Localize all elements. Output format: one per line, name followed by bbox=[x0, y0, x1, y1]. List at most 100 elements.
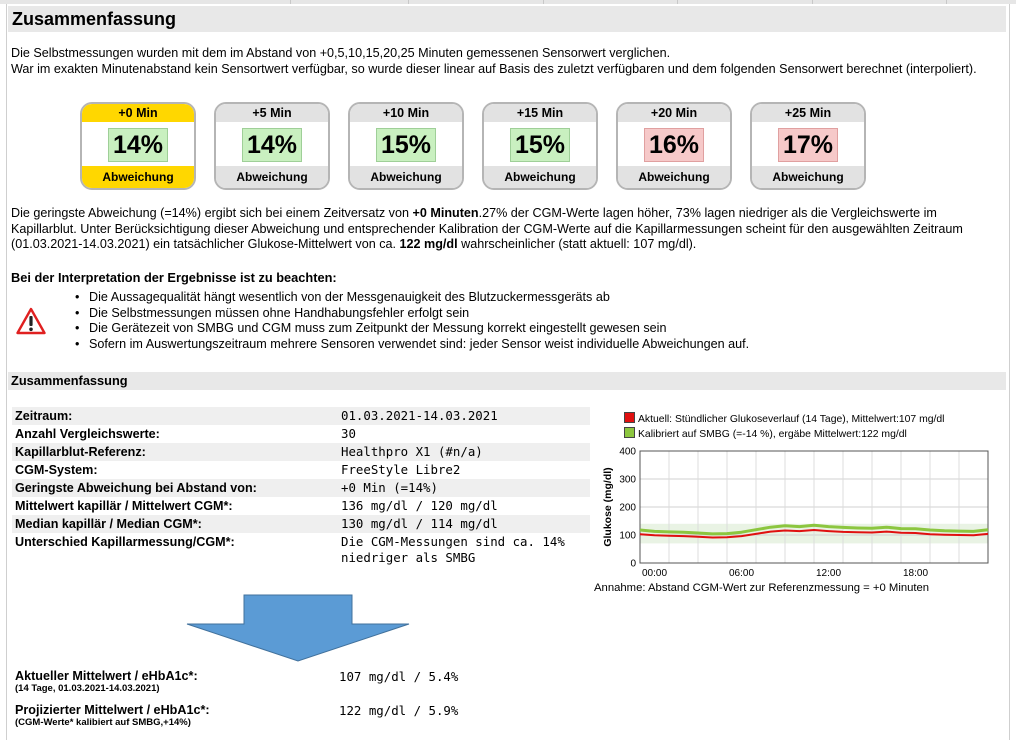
down-arrow-icon bbox=[186, 594, 410, 662]
legend-item-actual: Aktuell: Stündlicher Glukoseverlauf (14 … bbox=[624, 412, 944, 427]
top-tab-strip bbox=[0, 0, 1016, 4]
row-key: CGM-System: bbox=[15, 463, 98, 477]
offset-card[interactable]: +25 Min 17% Abweichung bbox=[750, 102, 866, 190]
list-item: Sofern im Auswertungszeitraum mehrere Se… bbox=[75, 337, 749, 353]
offset-card[interactable]: +20 Min 16% Abweichung bbox=[616, 102, 732, 190]
interpretation-list: Die Aussagequalität hängt wesentlich von… bbox=[75, 290, 749, 352]
row-value: 130 mg/dl / 114 mg/dl bbox=[334, 515, 590, 533]
row-key: Geringste Abweichung bei Abstand von: bbox=[12, 479, 334, 497]
offset-card-label: +25 Min bbox=[752, 104, 864, 122]
offset-card-value: 15% bbox=[376, 128, 436, 162]
x-tick-label: 18:00 bbox=[903, 568, 928, 579]
offset-card[interactable]: +5 Min 14% Abweichung bbox=[214, 102, 330, 190]
table-row: Kapillarblut-Referenz: Healthpro X1 (#n/a… bbox=[12, 443, 590, 461]
mean-comparison: Aktueller Mittelwert / eHbA1c*: (14 Tage,… bbox=[12, 669, 590, 737]
offset-card-value: 15% bbox=[510, 128, 570, 162]
offset-card-label: +10 Min bbox=[350, 104, 462, 122]
chart-plot: 0 100 200 300 400 00:00 06:00 12:00 18:00 Glukose… bbox=[602, 447, 989, 579]
list-item: Die Selbstmessungen müssen ohne Handhabu… bbox=[75, 306, 749, 322]
offset-card-footer: Abweichung bbox=[752, 166, 864, 188]
row-value: Die CGM-Messungen sind ca. 14% niedriger… bbox=[341, 534, 565, 565]
legend-swatch bbox=[624, 427, 635, 438]
offset-card[interactable]: +15 Min 15% Abweichung bbox=[482, 102, 598, 190]
result-mean: 122 mg/dl bbox=[399, 237, 458, 251]
intro-line-2: War im exakten Minutenabstand kein Senso… bbox=[11, 61, 977, 76]
warning-icon bbox=[16, 307, 46, 335]
result-text: Die geringste Abweichung (=14%) ergibt s… bbox=[11, 206, 1006, 253]
offset-card[interactable]: +0 Min 14% Abweichung bbox=[80, 102, 196, 190]
x-tick-label: 06:00 bbox=[729, 568, 754, 579]
offset-card-value: 16% bbox=[644, 128, 704, 162]
row-value: 30 bbox=[341, 426, 356, 441]
x-tick-label: 00:00 bbox=[642, 568, 667, 579]
title-bar: Zusammenfassung bbox=[8, 6, 1006, 32]
current-mean-value: 107 mg/dl / 5.4% bbox=[339, 669, 459, 684]
y-axis-label: Glukose (mg/dl) bbox=[602, 467, 614, 546]
offset-card-footer: Abweichung bbox=[82, 166, 194, 188]
row-value: +0 Min (=14%) bbox=[334, 479, 590, 497]
intro-text: Die Selbstmessungen wurden mit dem im Ab… bbox=[11, 46, 1006, 77]
table-row: Anzahl Vergleichswerte: 30 bbox=[12, 425, 590, 443]
projected-mean-value: 122 mg/dl / 5.9% bbox=[339, 703, 459, 718]
table-row: Geringste Abweichung bei Abstand von: +0 … bbox=[12, 479, 590, 497]
table-row: CGM-System: FreeStyle Libre2 bbox=[12, 461, 590, 479]
table-row: Median kapillär / Median CGM*: 130 mg/dl … bbox=[12, 515, 590, 533]
page-title: Zusammenfassung bbox=[12, 9, 177, 29]
offset-card[interactable]: +10 Min 15% Abweichung bbox=[348, 102, 464, 190]
interpretation-title: Bei der Interpretation der Ergebnisse is… bbox=[11, 270, 337, 285]
offset-card-label: +5 Min bbox=[216, 104, 328, 122]
row-key: Zeitraum: bbox=[12, 407, 334, 425]
offset-card-label: +20 Min bbox=[618, 104, 730, 122]
list-item: Die Gerätezeit von SMBG und CGM muss zum… bbox=[75, 321, 749, 337]
projected-mean-sub: (CGM-Werte* kalibiert auf SMBG,+14%) bbox=[15, 717, 191, 728]
result-part-2: .27% der CGM-Werte lagen höher, 73% lage… bbox=[11, 206, 963, 251]
offset-card-footer: Abweichung bbox=[618, 166, 730, 188]
offset-card-footer: Abweichung bbox=[350, 166, 462, 188]
intro-line-1: Die Selbstmessungen wurden mit dem im Ab… bbox=[11, 46, 671, 60]
y-tick-label: 400 bbox=[619, 447, 636, 458]
row-key: Anzahl Vergleichswerte: bbox=[15, 427, 160, 441]
table-row: Mittelwert kapillär / Mittelwert CGM*: 13… bbox=[12, 497, 590, 515]
report-frame bbox=[6, 4, 1010, 740]
series-line bbox=[639, 523, 989, 536]
current-mean-row: Aktueller Mittelwert / eHbA1c*: (14 Tage,… bbox=[12, 669, 590, 703]
offset-card-label: +15 Min bbox=[484, 104, 596, 122]
legend-label: Kalibriert auf SMBG (=-14 %), ergäbe Mit… bbox=[638, 429, 907, 440]
offset-card-footer: Abweichung bbox=[484, 166, 596, 188]
summary-table: Zeitraum: 01.03.2021-14.03.2021 Anzahl Ve… bbox=[12, 407, 590, 567]
chart-legend: Aktuell: Stündlicher Glukoseverlauf (14 … bbox=[624, 412, 944, 442]
projected-mean-row: Projizierter Mittelwert / eHbA1c*: (CGM-W… bbox=[12, 703, 590, 737]
offset-card-value: 14% bbox=[242, 128, 302, 162]
summary-section-bar: Zusammenfassung bbox=[8, 372, 1006, 390]
result-part-3: wahrscheinlicher (statt aktuell: 107 mg/… bbox=[457, 237, 697, 251]
offset-card-footer: Abweichung bbox=[216, 166, 328, 188]
current-mean-label: Aktueller Mittelwert / eHbA1c*: bbox=[15, 669, 198, 683]
row-key: Unterschied Kapillarmessung/CGM*: bbox=[15, 535, 235, 549]
result-part-1: Die geringste Abweichung (=14%) ergibt s… bbox=[11, 206, 413, 220]
offset-card-value: 14% bbox=[108, 128, 168, 162]
current-mean-sub: (14 Tage, 01.03.2021-14.03.2021) bbox=[15, 683, 160, 694]
row-key: Mittelwert kapillär / Mittelwert CGM*: bbox=[15, 499, 233, 513]
legend-label: Aktuell: Stündlicher Glukoseverlauf (14 … bbox=[638, 414, 945, 425]
row-value: Healthpro X1 (#n/a) bbox=[334, 443, 590, 461]
row-key: Median kapillär / Median CGM*: bbox=[12, 515, 334, 533]
table-row: Zeitraum: 01.03.2021-14.03.2021 bbox=[12, 407, 590, 425]
y-tick-label: 100 bbox=[619, 531, 636, 542]
row-value: 01.03.2021-14.03.2021 bbox=[334, 407, 590, 425]
y-tick-label: 0 bbox=[630, 559, 636, 570]
projected-mean-label: Projizierter Mittelwert / eHbA1c*: bbox=[15, 703, 210, 717]
y-tick-label: 300 bbox=[619, 475, 636, 486]
x-tick-label: 12:00 bbox=[816, 568, 841, 579]
table-row: Unterschied Kapillarmessung/CGM*: Die CGM… bbox=[12, 533, 590, 567]
glucose-chart: Aktuell: Stündlicher Glukoseverlauf (14 … bbox=[596, 408, 1008, 608]
row-value: 136 mg/dl / 120 mg/dl bbox=[341, 498, 498, 513]
summary-heading: Zusammenfassung bbox=[11, 373, 128, 388]
result-offset: +0 Minuten bbox=[412, 206, 479, 220]
assumption-note: Annahme: Abstand CGM-Wert zur Referenzme… bbox=[594, 582, 930, 594]
offset-card-value: 17% bbox=[778, 128, 838, 162]
row-key: Kapillarblut-Referenz: bbox=[12, 443, 334, 461]
offset-card-label: +0 Min bbox=[82, 104, 194, 122]
legend-swatch bbox=[624, 412, 635, 423]
row-value: FreeStyle Libre2 bbox=[341, 462, 461, 477]
plot-border bbox=[639, 450, 989, 564]
